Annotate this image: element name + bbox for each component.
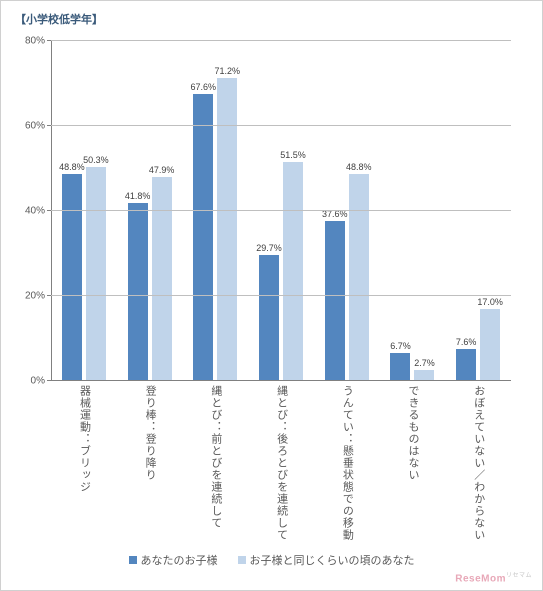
y-tick-label: 80% bbox=[25, 36, 45, 47]
category-group: 29.7%51.5% bbox=[248, 41, 314, 381]
category-group: 37.6%48.8% bbox=[314, 41, 380, 381]
legend-label: お子様と同じくらいの頃のあなた bbox=[250, 552, 415, 568]
bar: 48.8% bbox=[349, 174, 369, 381]
gridline bbox=[51, 295, 511, 296]
x-tick-label: 縄とび：後ろとびを連続して bbox=[248, 385, 314, 541]
y-tick bbox=[47, 40, 51, 41]
bar-value-label: 48.8% bbox=[346, 162, 372, 172]
x-tick-label: 縄とび：前とびを連続して bbox=[182, 385, 248, 541]
bar-value-label: 48.8% bbox=[59, 162, 85, 172]
bar-value-label: 29.7% bbox=[256, 243, 282, 253]
category-group: 67.6%71.2% bbox=[182, 41, 248, 381]
bar-value-label: 6.7% bbox=[390, 341, 411, 351]
bar: 17.0% bbox=[480, 309, 500, 381]
y-tick bbox=[47, 210, 51, 211]
gridline bbox=[51, 210, 511, 211]
bar-value-label: 7.6% bbox=[456, 337, 477, 347]
chart-area: 48.8%50.3%41.8%47.9%67.6%71.2%29.7%51.5%… bbox=[51, 41, 511, 381]
bar: 6.7% bbox=[390, 353, 410, 381]
watermark: ReseMomリセマム bbox=[455, 570, 532, 584]
legend-label: あなたのお子様 bbox=[141, 552, 218, 568]
x-tick-label: 登り棒：登り降り bbox=[117, 385, 183, 541]
category-group: 7.6%17.0% bbox=[445, 41, 511, 381]
y-tick-label: 0% bbox=[31, 376, 45, 387]
category-group: 48.8%50.3% bbox=[51, 41, 117, 381]
legend-swatch bbox=[238, 556, 246, 564]
bar: 29.7% bbox=[259, 255, 279, 381]
y-tick-label: 60% bbox=[25, 121, 45, 132]
y-tick-label: 20% bbox=[25, 291, 45, 302]
bar: 50.3% bbox=[86, 167, 106, 381]
chart-container: 【小学校低学年】 48.8%50.3%41.8%47.9%67.6%71.2%2… bbox=[0, 0, 543, 591]
x-axis bbox=[51, 380, 511, 381]
gridline bbox=[51, 125, 511, 126]
chart-title: 【小学校低学年】 bbox=[15, 11, 103, 27]
bar-value-label: 71.2% bbox=[215, 66, 241, 76]
bar: 37.6% bbox=[325, 221, 345, 381]
y-tick bbox=[47, 380, 51, 381]
y-tick bbox=[47, 295, 51, 296]
legend: あなたのお子様 お子様と同じくらいの頃のあなた bbox=[1, 552, 542, 568]
bar-value-label: 41.8% bbox=[125, 191, 151, 201]
bar-value-label: 2.7% bbox=[414, 358, 435, 368]
bar-value-label: 17.0% bbox=[477, 297, 503, 307]
y-tick bbox=[47, 125, 51, 126]
x-tick-label: うんてい：懸垂状態での移動 bbox=[314, 385, 380, 541]
bar: 48.8% bbox=[62, 174, 82, 381]
bar-value-label: 51.5% bbox=[280, 150, 306, 160]
bar-value-label: 67.6% bbox=[191, 82, 217, 92]
legend-item: あなたのお子様 bbox=[129, 552, 218, 568]
bar: 67.6% bbox=[193, 94, 213, 381]
bar: 7.6% bbox=[456, 349, 476, 381]
bar: 47.9% bbox=[152, 177, 172, 381]
watermark-ruby: リセマム bbox=[506, 573, 532, 579]
bar: 41.8% bbox=[128, 203, 148, 381]
x-axis-labels: 器械運動：ブリッジ登り棒：登り降り縄とび：前とびを連続して縄とび：後ろとびを連続… bbox=[51, 385, 511, 541]
category-group: 6.7%2.7% bbox=[380, 41, 446, 381]
bar-value-label: 50.3% bbox=[83, 155, 109, 165]
y-tick-label: 40% bbox=[25, 206, 45, 217]
x-tick-label: おぼえていない／わからない bbox=[445, 385, 511, 541]
x-tick-label: 器械運動：ブリッジ bbox=[51, 385, 117, 541]
gridline bbox=[51, 40, 511, 41]
y-axis bbox=[51, 41, 52, 381]
x-tick-label: できるものはない bbox=[380, 385, 446, 541]
bar: 51.5% bbox=[283, 162, 303, 381]
bar-value-label: 47.9% bbox=[149, 165, 175, 175]
plot-region: 48.8%50.3%41.8%47.9%67.6%71.2%29.7%51.5%… bbox=[51, 41, 511, 381]
bar: 71.2% bbox=[217, 78, 237, 381]
legend-swatch bbox=[129, 556, 137, 564]
bars-row: 48.8%50.3%41.8%47.9%67.6%71.2%29.7%51.5%… bbox=[51, 41, 511, 381]
category-group: 41.8%47.9% bbox=[117, 41, 183, 381]
legend-item: お子様と同じくらいの頃のあなた bbox=[238, 552, 415, 568]
